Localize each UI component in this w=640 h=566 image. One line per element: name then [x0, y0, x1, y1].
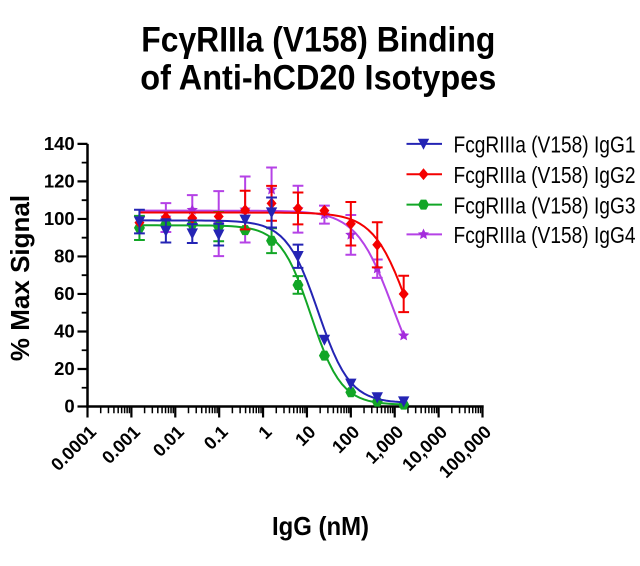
- svg-text:20: 20: [54, 358, 75, 379]
- svg-text:FcγRIIIa (V158) Binding: FcγRIIIa (V158) Binding: [141, 20, 495, 59]
- svg-text:of Anti-hCD20 Isotypes: of Anti-hCD20 Isotypes: [140, 59, 496, 98]
- svg-text:IgG (nM): IgG (nM): [272, 511, 369, 541]
- svg-text:FcgRIIIa (V158) IgG4: FcgRIIIa (V158) IgG4: [454, 222, 636, 248]
- svg-text:80: 80: [54, 245, 75, 266]
- svg-text:40: 40: [54, 320, 75, 341]
- svg-text:60: 60: [54, 283, 75, 304]
- svg-text:100: 100: [44, 208, 75, 229]
- svg-text:FcgRIIIa (V158) IgG2: FcgRIIIa (V158) IgG2: [454, 162, 636, 188]
- svg-text:120: 120: [44, 170, 75, 191]
- svg-text:0: 0: [64, 395, 74, 416]
- svg-text:FcgRIIIa (V158) IgG3: FcgRIIIa (V158) IgG3: [454, 192, 636, 218]
- svg-text:% Max Signal: % Max Signal: [5, 195, 35, 361]
- svg-text:140: 140: [44, 133, 75, 154]
- svg-text:FcgRIIIa (V158) IgG1: FcgRIIIa (V158) IgG1: [454, 132, 636, 158]
